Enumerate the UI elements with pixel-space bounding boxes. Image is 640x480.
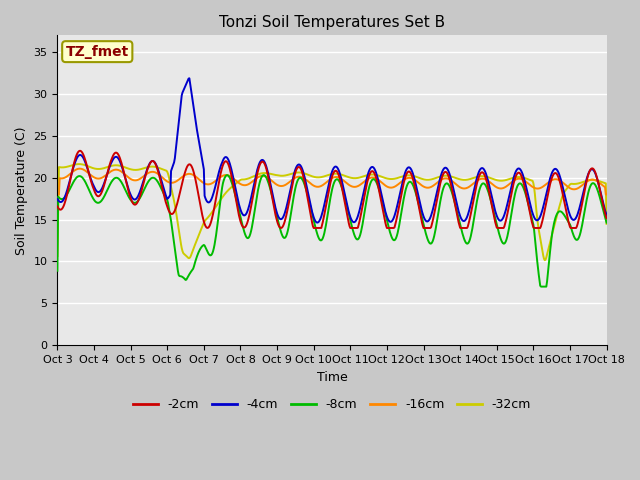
Text: TZ_fmet: TZ_fmet [66,45,129,59]
Title: Tonzi Soil Temperatures Set B: Tonzi Soil Temperatures Set B [219,15,445,30]
Y-axis label: Soil Temperature (C): Soil Temperature (C) [15,126,28,254]
Legend: -2cm, -4cm, -8cm, -16cm, -32cm: -2cm, -4cm, -8cm, -16cm, -32cm [128,394,536,417]
X-axis label: Time: Time [317,371,348,384]
